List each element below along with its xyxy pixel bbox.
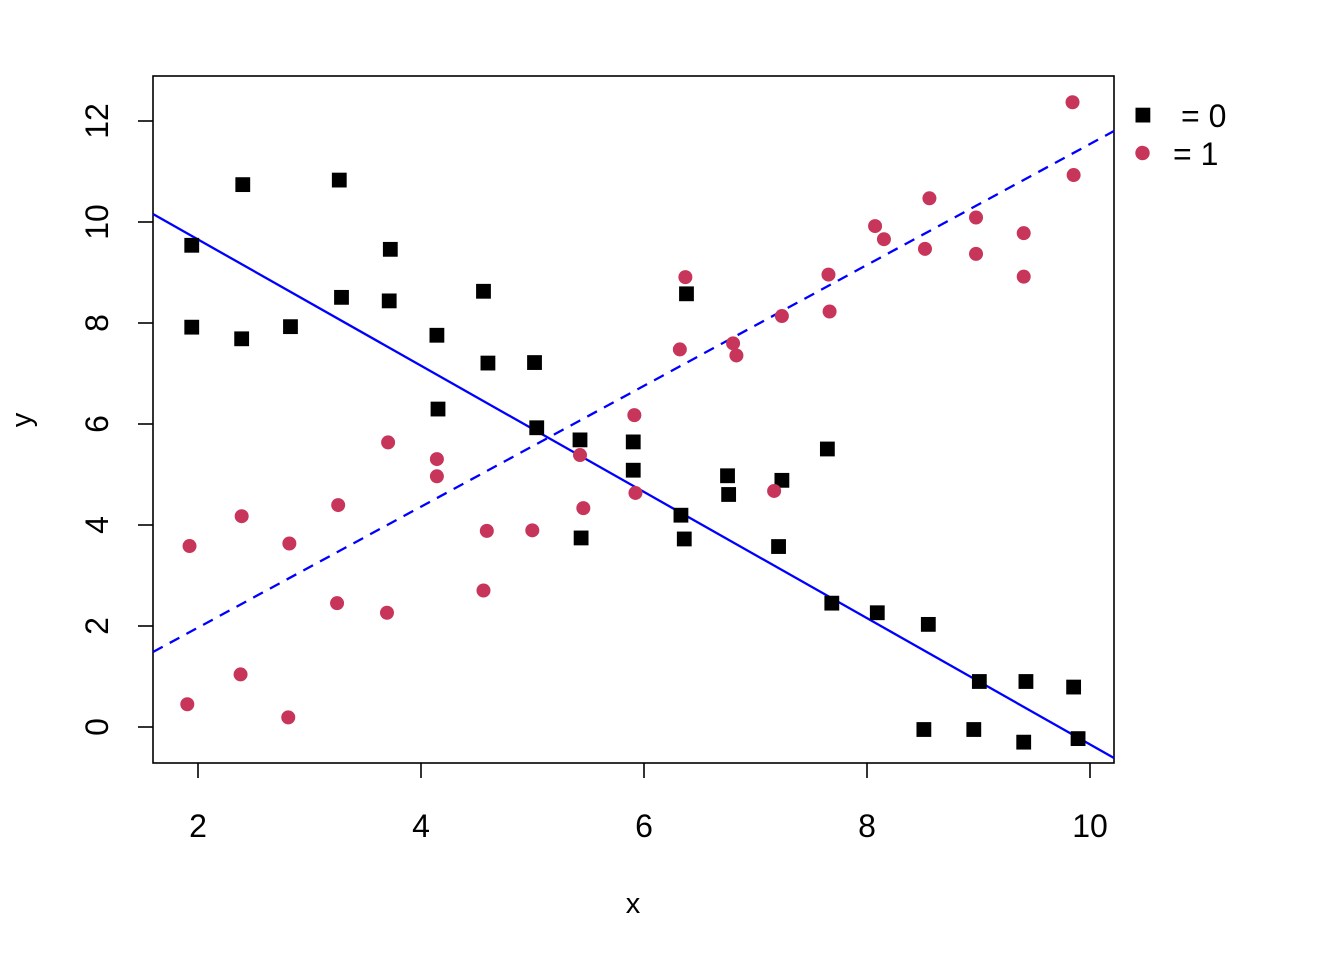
svg-text:= 0: = 0 <box>1181 98 1226 134</box>
svg-text:2: 2 <box>189 808 207 844</box>
svg-text:4: 4 <box>79 516 115 534</box>
svg-text:8: 8 <box>858 808 876 844</box>
svg-text:6: 6 <box>79 415 115 433</box>
svg-text:0: 0 <box>79 718 115 736</box>
svg-text:10: 10 <box>79 204 115 240</box>
svg-text:y: y <box>6 412 38 427</box>
svg-text:x: x <box>626 888 641 920</box>
svg-text:6: 6 <box>635 808 653 844</box>
svg-text:10: 10 <box>1072 808 1108 844</box>
svg-text:2: 2 <box>79 617 115 635</box>
svg-text:8: 8 <box>79 314 115 332</box>
svg-text:12: 12 <box>79 103 115 139</box>
svg-text:= 1: = 1 <box>1173 136 1218 172</box>
svg-text:4: 4 <box>412 808 430 844</box>
